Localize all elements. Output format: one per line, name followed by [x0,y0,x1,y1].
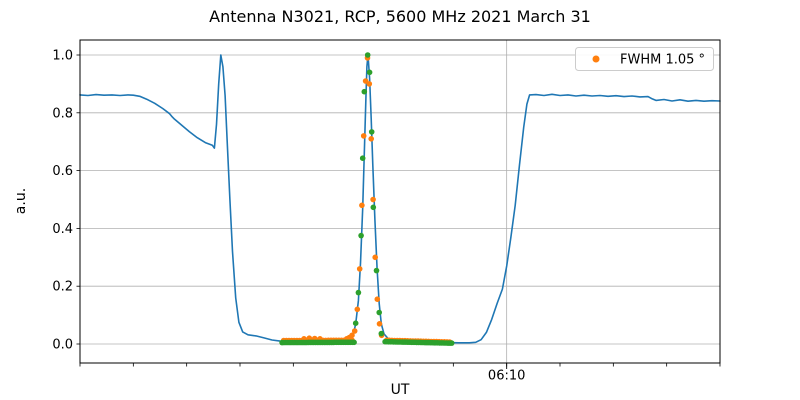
fit_dots-point [373,267,380,274]
x-axis-label: UT [391,382,410,398]
data_dots-point [356,266,363,272]
fit_dots-point [378,330,385,337]
legend-marker-dot-icon [592,55,600,63]
y-tick-label: 0.6 [52,164,73,179]
y-tick-label: 0.8 [52,106,73,121]
plot-border [79,39,721,364]
fit_dots-point [370,204,377,211]
chart-title: Antenna N3021, RCP, 5600 MHz 2021 March … [209,7,591,26]
data-series [79,52,721,346]
fit_dots-point [351,339,357,346]
data_dots-point [306,335,313,342]
data_dots-point [349,332,355,339]
data_dots-point [376,321,383,327]
data_dots-point [359,202,365,209]
data_dots-point [366,81,373,87]
y-tick-label: 0.0 [52,338,73,353]
axis-ticks [76,54,721,369]
fit_dots-point [359,155,366,161]
data_dots-point [370,196,376,203]
data_dots-point [372,254,379,261]
data_dots-point [354,306,361,313]
axis-tick-labels: 0.0 0.2 0.4 0.6 0.8 1.0 06:10 [52,49,525,384]
y-tick-label: 0.4 [52,222,73,237]
x-tick-label: 06:10 [488,369,525,384]
fit_dots-point [355,289,362,296]
legend: FWHM 1.05 ° [575,47,714,71]
fit_dots-point [368,129,375,135]
fit_dots-point [352,320,359,327]
y-axis-label: a.u. [13,188,29,214]
legend-label: FWHM 1.05 ° [620,53,705,68]
fit_dots-point [364,52,371,58]
signal-line [79,54,721,344]
fit_dots-point [376,309,383,316]
legend-box [575,47,714,71]
data_dots-point [368,136,375,142]
data_dots-point [360,133,367,139]
fit_dots-point [361,88,368,95]
fit_dots-point [366,69,373,76]
y-tick-label: 0.2 [52,280,73,295]
y-tick-label: 1.0 [52,49,73,64]
data_dots-point [374,296,381,303]
fit_dots-point [358,232,364,239]
fit_dots-point [448,340,455,346]
data_dots-point [351,328,358,334]
